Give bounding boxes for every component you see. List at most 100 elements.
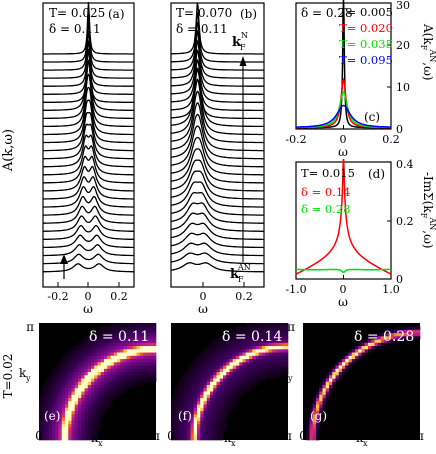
heatmap-cell [130,332,134,337]
edc-curve [171,58,264,103]
heatmap-cell [278,342,282,347]
heatmap-cell [58,381,63,386]
heatmap-cell [213,355,217,360]
heatmap-cell [107,345,111,350]
heatmap-cell [143,339,147,343]
heatmap-cell [55,375,59,379]
heatmap-cell [216,339,221,343]
heatmap-cell [87,388,92,392]
heatmap-cell [232,368,237,373]
heatmap-cell [312,420,317,425]
heatmap-cell [210,362,214,366]
heatmap-cell [265,371,269,376]
panel-a-xticks [57,282,120,287]
heatmap-cell [42,430,46,434]
heatmap-cell [110,332,115,337]
heatmap-cell [245,381,250,386]
heatmap-cell [65,420,69,425]
heatmap-cell [74,404,79,408]
heatmap-cell [123,326,128,330]
heatmap-cell [325,375,330,379]
heatmap-cell [407,326,411,330]
heatmap-cell [84,391,89,395]
edc-curve [43,145,134,176]
heatmap-cell [61,436,66,441]
heatmap-cell [84,433,89,438]
heatmap-cell [332,378,336,382]
heatmap-cell [130,384,134,389]
heatmap-cell [180,427,185,431]
heatmap-cell [229,345,234,350]
heatmap-cell [200,371,204,376]
heatmap-cell [184,407,188,412]
heatmap-cell [200,355,204,360]
heatmap-cell [100,397,105,402]
heatmap-cell [281,323,286,327]
heatmap-cell [45,378,50,382]
heatmap-cell [213,410,217,415]
heatmap-cell [187,404,191,408]
heatmap-cell [223,371,227,376]
panel-a-arrow [60,254,68,279]
heatmap-cell [184,378,188,382]
heatmap-cell [223,388,227,392]
heatmap-cell [342,365,346,369]
heatmap-cell [223,342,227,347]
heatmap-cell [319,381,323,386]
heatmap-cell [335,375,340,379]
heatmap-cell [223,375,227,379]
heatmap-cell [84,394,89,399]
series-line [296,268,391,274]
heatmap-cell [126,342,131,347]
heatmap-cell [210,352,214,356]
heatmap-cell [120,339,124,343]
heatmap-cell [97,342,102,347]
edc-curve [43,11,134,63]
heatmap-cell [81,365,85,369]
heatmap-cell [229,352,234,356]
edc-curve [170,159,264,192]
heatmap-cell [219,371,224,376]
heatmap-cell [130,368,134,373]
heatmap-cell [123,365,128,369]
heatmap-cell [262,368,266,373]
heatmap-cell [87,352,92,356]
heatmap-cell [245,345,250,350]
heatmap-cell [319,407,323,412]
heatmap-cell [239,384,243,389]
heatmap-cell [223,345,227,350]
heatmap-cell [342,371,346,376]
heatmap-cell [100,407,105,412]
heatmap-cell [52,375,56,379]
heatmap-cell [84,423,89,428]
heatmap-cell [84,436,89,441]
heatmap-cell [48,436,53,441]
heatmap-cell [149,365,154,369]
svg-text:-ImΣ(kFAN,ω): -ImΣ(kFAN,ω) [419,172,436,249]
heatmap-cell [394,332,398,337]
heatmap-cell [271,349,276,353]
heatmap-cell [55,417,59,421]
heatmap-cell [126,323,131,327]
heatmap-cell [177,410,182,415]
heatmap-cell [242,391,247,395]
heatmap-cell [410,326,414,330]
heatmap-cell [104,355,108,360]
heatmap-cell [193,371,198,376]
heatmap-cell [226,414,230,418]
heatmap-cell [126,339,131,343]
heatmap-cell [113,358,118,363]
heatmap-cell [229,332,234,337]
heatmap-cell [87,401,92,405]
panel-b-kN-label: k F N [232,31,248,52]
heatmap-cell [100,414,105,418]
heatmap-cell [278,365,282,369]
edc-curve [171,21,264,71]
heatmap-cell [255,329,260,334]
heatmap-cell [123,358,128,363]
heatmap-cell [187,427,191,431]
heatmap-cell [275,323,279,327]
heatmap-cell [133,342,137,347]
heatmap-cell [71,420,76,425]
